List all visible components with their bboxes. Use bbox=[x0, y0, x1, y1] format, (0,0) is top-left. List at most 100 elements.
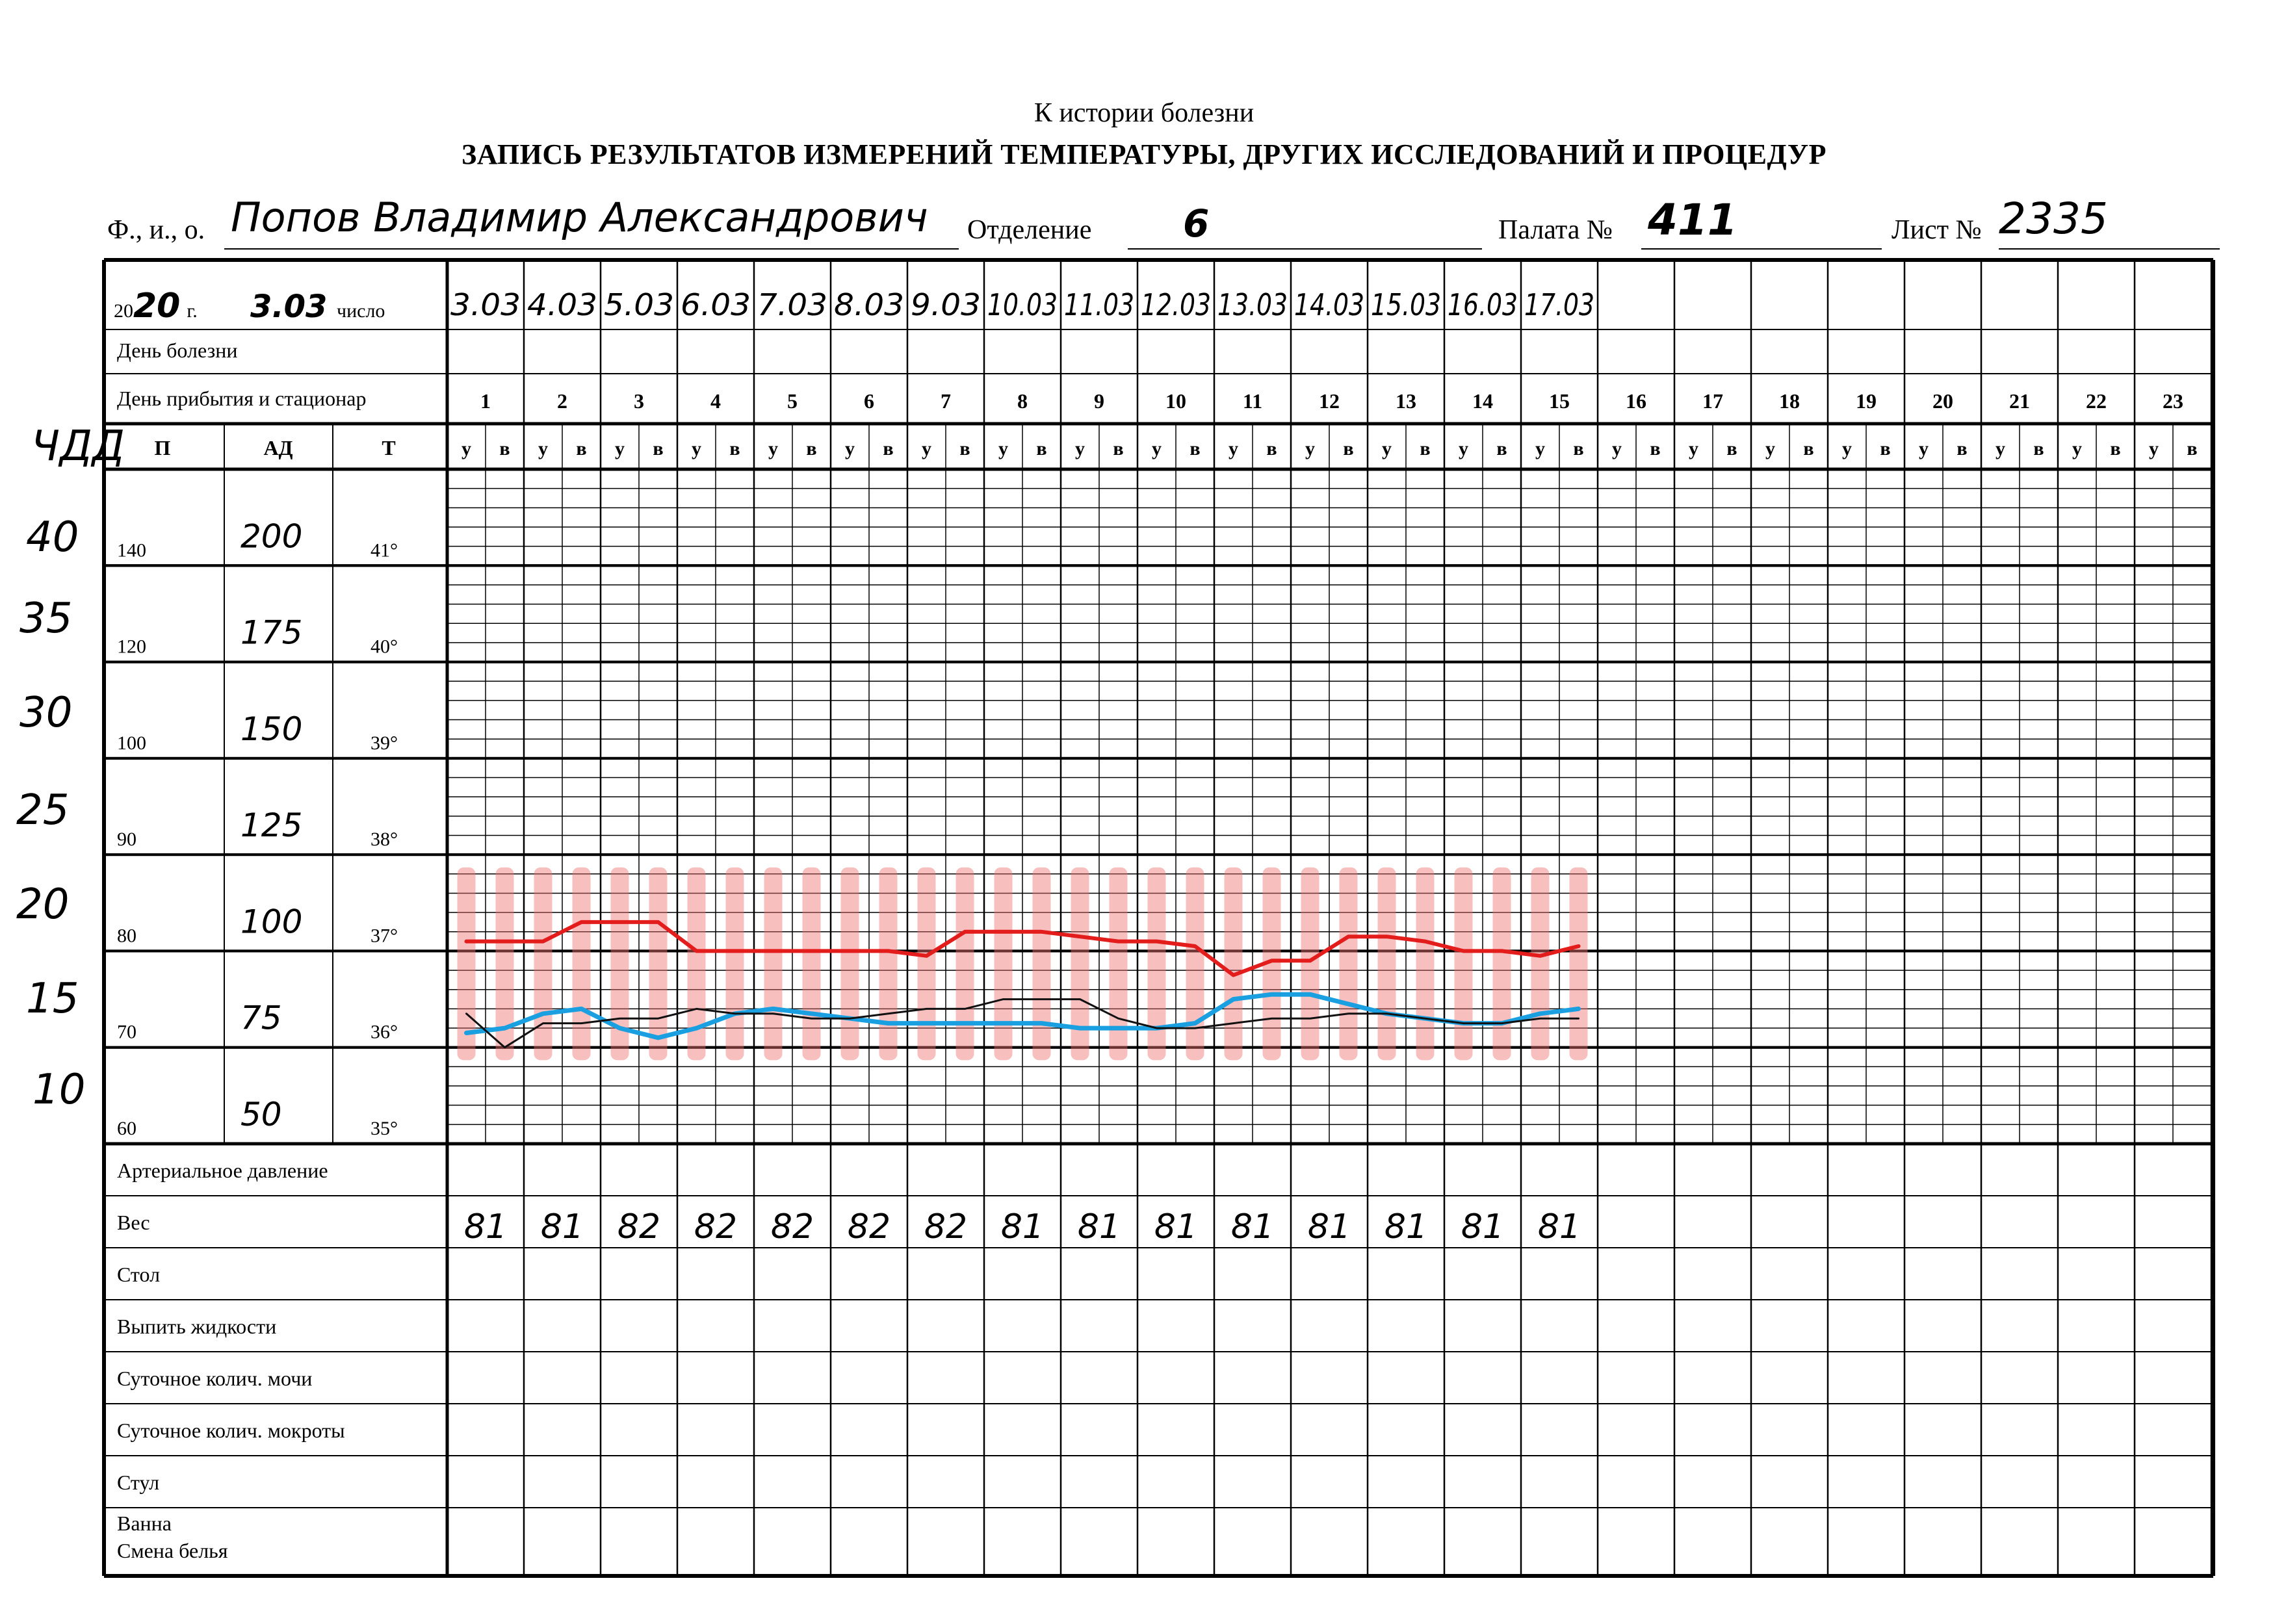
date-cell: 12.03 bbox=[1141, 287, 1211, 322]
morning-label: у bbox=[1459, 438, 1468, 459]
margin-note-30: 30 bbox=[20, 689, 73, 737]
resp-rate-bar bbox=[1109, 867, 1128, 1061]
scale-ad-value: 100 bbox=[240, 903, 302, 940]
weight-value: 82 bbox=[771, 1207, 814, 1246]
margin-note-35: 35 bbox=[20, 595, 73, 643]
resp-rate-bar bbox=[1301, 867, 1320, 1061]
day-number: 6 bbox=[864, 389, 874, 413]
name-label: Ф., и., о. bbox=[107, 215, 205, 245]
resp-rate-bar bbox=[1032, 867, 1051, 1061]
day-number: 22 bbox=[2086, 389, 2107, 413]
col-t-header: Т bbox=[382, 436, 395, 459]
resp-rate-bar bbox=[1262, 867, 1281, 1061]
evening-label: в bbox=[1573, 438, 1583, 459]
resp-rate-bar bbox=[1416, 867, 1435, 1061]
col-ad-header: АД bbox=[263, 436, 292, 459]
day-number: 14 bbox=[1472, 389, 1493, 413]
bottom-row-label: Суточное колич. мокроты bbox=[117, 1419, 345, 1442]
resp-rate-bar bbox=[994, 867, 1013, 1061]
morning-label: у bbox=[845, 438, 855, 459]
resp-rate-bar bbox=[1339, 867, 1358, 1061]
resp-rate-bar bbox=[1569, 867, 1588, 1061]
scale-ad-value: 75 bbox=[240, 999, 282, 1037]
scale-t-value: 37° bbox=[370, 925, 398, 946]
date-cell: 16.03 bbox=[1448, 287, 1518, 322]
year-prefix-text: 20 bbox=[114, 300, 133, 322]
margin-note-40: 40 bbox=[26, 513, 79, 561]
resp-rate-bar bbox=[725, 867, 744, 1061]
weight-value: 81 bbox=[1461, 1207, 1504, 1246]
bottom-row-label: Стул bbox=[117, 1471, 159, 1494]
date-cell: 4.03 bbox=[527, 287, 597, 322]
day-number: 5 bbox=[787, 389, 798, 413]
patient-name-field[interactable]: Попов Владимир Александрович bbox=[231, 194, 928, 241]
morning-label: у bbox=[998, 438, 1008, 459]
morning-label: у bbox=[1996, 438, 2005, 459]
morning-label: у bbox=[922, 438, 931, 459]
resp-rate-bar bbox=[610, 867, 629, 1061]
scale-ad-value: 50 bbox=[240, 1096, 282, 1133]
resp-rate-bar bbox=[802, 867, 821, 1061]
day-number: 17 bbox=[1702, 389, 1723, 413]
scale-p-value: 90 bbox=[117, 829, 136, 850]
series-line-1 bbox=[464, 920, 1581, 977]
resp-rate-bar bbox=[495, 867, 514, 1061]
date-cell: 6.03 bbox=[681, 287, 751, 322]
ward-field[interactable]: 411 bbox=[1648, 195, 1737, 245]
resp-rate-bar bbox=[1147, 867, 1166, 1061]
weight-value: 82 bbox=[848, 1207, 890, 1246]
morning-label: у bbox=[538, 438, 548, 459]
day-number: 20 bbox=[1932, 389, 1953, 413]
morning-label: у bbox=[462, 438, 471, 459]
morning-label: у bbox=[1305, 438, 1315, 459]
scale-t-value: 35° bbox=[370, 1118, 398, 1139]
resp-rate-bar bbox=[956, 867, 974, 1061]
day-number: 3 bbox=[634, 389, 644, 413]
evening-label: в bbox=[1803, 438, 1814, 459]
day-number: 8 bbox=[1017, 389, 1028, 413]
sheet-label: Лист № bbox=[1892, 215, 1982, 245]
series-line-3 bbox=[465, 998, 1580, 1049]
form-header-subtitle: К истории болезни bbox=[1034, 98, 1254, 128]
weight-value: 81 bbox=[541, 1207, 584, 1246]
day-number: 23 bbox=[2163, 389, 2183, 413]
bottom-row-label: Ванна bbox=[117, 1512, 172, 1535]
day-number: 7 bbox=[941, 389, 951, 413]
evening-label: в bbox=[576, 438, 586, 459]
morning-label: у bbox=[1152, 438, 1162, 459]
day-number: 12 bbox=[1319, 389, 1340, 413]
scale-p-value: 60 bbox=[117, 1118, 136, 1139]
morning-label: у bbox=[1919, 438, 1929, 459]
weight-value: 81 bbox=[1231, 1207, 1274, 1246]
day-number: 10 bbox=[1165, 389, 1186, 413]
evening-label: в bbox=[1266, 438, 1277, 459]
resp-rate-bar bbox=[572, 867, 591, 1061]
margin-note-15: 15 bbox=[26, 975, 79, 1023]
weight-value: 81 bbox=[1001, 1207, 1044, 1246]
scale-ad-value: 125 bbox=[240, 806, 302, 844]
date-cell: 13.03 bbox=[1217, 287, 1288, 322]
day-number: 21 bbox=[2009, 389, 2030, 413]
day-number: 16 bbox=[1626, 389, 1646, 413]
weight-value: 81 bbox=[1538, 1207, 1581, 1246]
arrival-day-label: День прибытия и стационар bbox=[117, 387, 366, 410]
resp-rate-bar bbox=[1071, 867, 1089, 1061]
scale-ad-value: 150 bbox=[240, 710, 302, 748]
evening-label: в bbox=[1036, 438, 1046, 459]
evening-label: в bbox=[959, 438, 970, 459]
scale-p-value: 80 bbox=[117, 925, 136, 946]
morning-label: у bbox=[692, 438, 701, 459]
scale-t-value: 38° bbox=[370, 829, 398, 850]
scale-p-value: 70 bbox=[117, 1022, 136, 1043]
day-number: 15 bbox=[1549, 389, 1570, 413]
ward-label: Палата № bbox=[1498, 215, 1613, 245]
department-field[interactable]: 6 bbox=[1183, 201, 1210, 246]
day-of-illness-label: День болезни bbox=[117, 339, 237, 362]
resp-rate-bar bbox=[1377, 867, 1396, 1061]
resp-rate-bar bbox=[457, 867, 476, 1061]
ward-underline bbox=[1641, 248, 1882, 250]
sheet-field[interactable]: 2335 bbox=[1999, 194, 2108, 244]
evening-label: в bbox=[729, 438, 740, 459]
form-title: ЗАПИСЬ РЕЗУЛЬТАТОВ ИЗМЕРЕНИЙ ТЕМПЕРАТУРЫ… bbox=[462, 138, 1826, 170]
